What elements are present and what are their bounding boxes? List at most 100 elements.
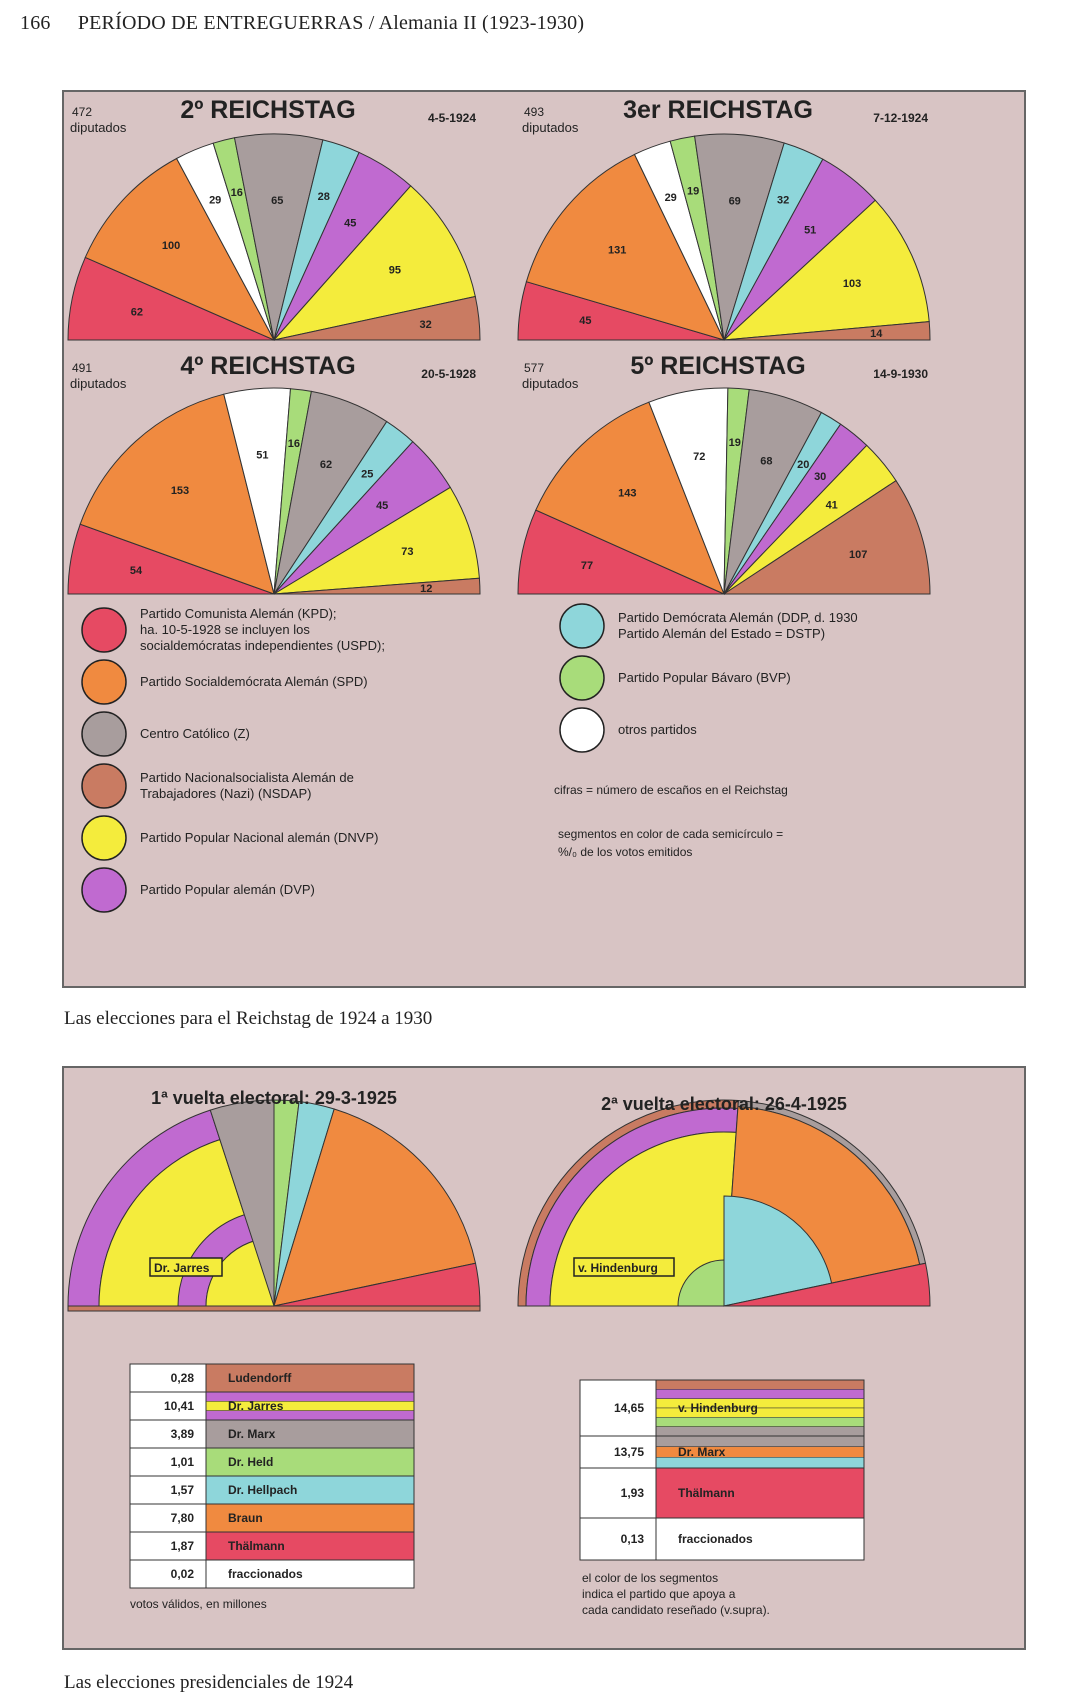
legend-label: Partido Popular Nacional alemán (DNVP)	[140, 830, 378, 845]
table-value: 0,28	[171, 1371, 195, 1385]
seats-count: 493	[524, 105, 544, 119]
round2-footnote: indica el partido que apoya a	[582, 1587, 736, 1601]
seat-value-label: 68	[760, 456, 772, 468]
seat-segment-dnvp	[273, 486, 480, 595]
seat-value-label: 51	[256, 449, 268, 461]
legend-swatch-bvp	[559, 655, 605, 701]
table-name: v. Hindenburg	[678, 1401, 758, 1415]
reichstag-panel: 62 100 29 16 65 28 45 95 32 472 diputados 2º REICHS…	[62, 90, 1026, 988]
seat-value-label: 32	[419, 319, 431, 331]
reichstag-caption: Las elecciones para el Reichstag de 1924…	[64, 1008, 433, 1029]
table-name: Thälmann	[228, 1539, 285, 1553]
table-value: 1,93	[621, 1486, 645, 1500]
legend-label: otros partidos	[618, 722, 697, 737]
seat-segment-spd	[535, 401, 725, 595]
legend-swatch-dnvp	[81, 815, 127, 861]
round2-label-box	[573, 1257, 675, 1277]
table-name: fraccionados	[678, 1532, 753, 1546]
page-header: 166 PERÍODO DE ENTREGUERRAS / Alemania I…	[20, 12, 584, 35]
presidential-caption: Las elecciones presidenciales de 1924	[64, 1672, 354, 1693]
seats-label: diputados	[70, 376, 127, 391]
round2-footnote: cada candidato reseñado (v.supra).	[582, 1603, 770, 1617]
seat-segment-spd	[525, 153, 725, 341]
seat-value-label: 30	[814, 471, 826, 483]
round2-title: 2ª vuelta electoral: 26-4-1925	[601, 1094, 847, 1114]
table-value: 0,13	[621, 1532, 645, 1546]
table-name: Thälmann	[678, 1486, 735, 1500]
table-name: Ludendorff	[228, 1371, 292, 1385]
table-name: fraccionados	[228, 1567, 303, 1581]
seat-value-label: 12	[420, 583, 432, 595]
seats-label: diputados	[70, 120, 127, 135]
table-name-cell	[205, 1559, 415, 1589]
seat-segment-nsdap	[273, 295, 481, 341]
legend-label: Trabajadores (Nazi) (NSDAP)	[140, 786, 311, 801]
seat-value-label: 19	[687, 186, 699, 198]
legend-swatch-nsdap	[81, 763, 127, 809]
round1-segment-braun	[273, 1108, 477, 1307]
seats-count: 472	[72, 105, 92, 119]
table-value-cell	[129, 1559, 207, 1589]
table-value-cell	[129, 1531, 207, 1561]
table-value: 10,41	[164, 1399, 194, 1413]
seat-segment-spd	[79, 393, 275, 595]
legend-label: Partido Alemán del Estado = DSTP)	[618, 626, 825, 641]
table-value: 14,65	[614, 1401, 644, 1415]
seat-value-label: 41	[826, 499, 838, 511]
round1-chart-label: Dr. Jarres	[154, 1261, 210, 1275]
round1-label-box	[149, 1257, 223, 1277]
seat-value-label: 54	[130, 565, 143, 577]
table-color-band	[655, 1417, 865, 1427]
seat-value-label: 32	[777, 195, 789, 207]
seat-value-label: 72	[693, 451, 705, 463]
table-name: Braun	[228, 1511, 263, 1525]
legend-swatch-z	[81, 711, 127, 757]
table-value-cell	[579, 1467, 657, 1519]
table-value-cell	[129, 1391, 207, 1421]
seat-value-label: 77	[581, 560, 593, 572]
seat-segment-nsdap	[722, 480, 931, 595]
seat-value-label: 19	[729, 437, 741, 449]
election-date: 14-9-1930	[873, 367, 928, 381]
round1-segment-thaelmann	[273, 1262, 481, 1307]
seat-value-label: 73	[401, 546, 413, 558]
legend-label: Partido Comunista Alemán (KPD);	[140, 606, 337, 621]
seat-value-label: 29	[209, 194, 221, 206]
seat-value-label: 65	[271, 195, 283, 207]
table-color-band	[205, 1475, 415, 1505]
table-color-band	[655, 1389, 865, 1399]
legend-swatch-kpd	[81, 607, 127, 653]
legend-swatch-spd	[81, 659, 127, 705]
legend-swatch-otros	[559, 707, 605, 753]
table-name-cell	[655, 1517, 865, 1561]
presidential-figure: Dr. Jarres 1ª vuelta electoral: 29-3-1925…	[67, 1088, 931, 1617]
seat-value-label: 62	[131, 306, 143, 318]
table-value-cell	[129, 1503, 207, 1533]
seat-value-label: 45	[344, 218, 356, 230]
seat-value-label: 103	[843, 278, 861, 290]
reichstag-title: 4º REICHSTAG	[180, 352, 355, 380]
legend-label: Partido Socialdemócrata Alemán (SPD)	[140, 674, 368, 689]
round1-chart: Dr. Jarres 1ª vuelta electoral: 29-3-1925	[67, 1088, 481, 1312]
note-text: cifras = número de escaños en el Reichst…	[554, 783, 788, 797]
seat-value-label: 16	[231, 187, 243, 199]
seat-segment-dnvp	[272, 185, 476, 341]
seat-segment-dnvp	[722, 199, 930, 341]
round2-footnote: el color de los segmentos	[582, 1571, 718, 1585]
seat-value-label: 20	[797, 459, 809, 471]
table-color-band	[655, 1379, 865, 1390]
round2-segment-bvp	[677, 1259, 725, 1307]
reichstag-title: 3er REICHSTAG	[623, 96, 813, 124]
table-value-cell	[129, 1475, 207, 1505]
table-value: 13,75	[614, 1445, 644, 1459]
table-value-cell	[129, 1447, 207, 1477]
note-text: %/₀ de los votos emitidos	[558, 845, 692, 859]
legend-swatch-ddp	[559, 603, 605, 649]
election-date: 7-12-1924	[873, 111, 928, 125]
table-color-band	[205, 1447, 415, 1477]
